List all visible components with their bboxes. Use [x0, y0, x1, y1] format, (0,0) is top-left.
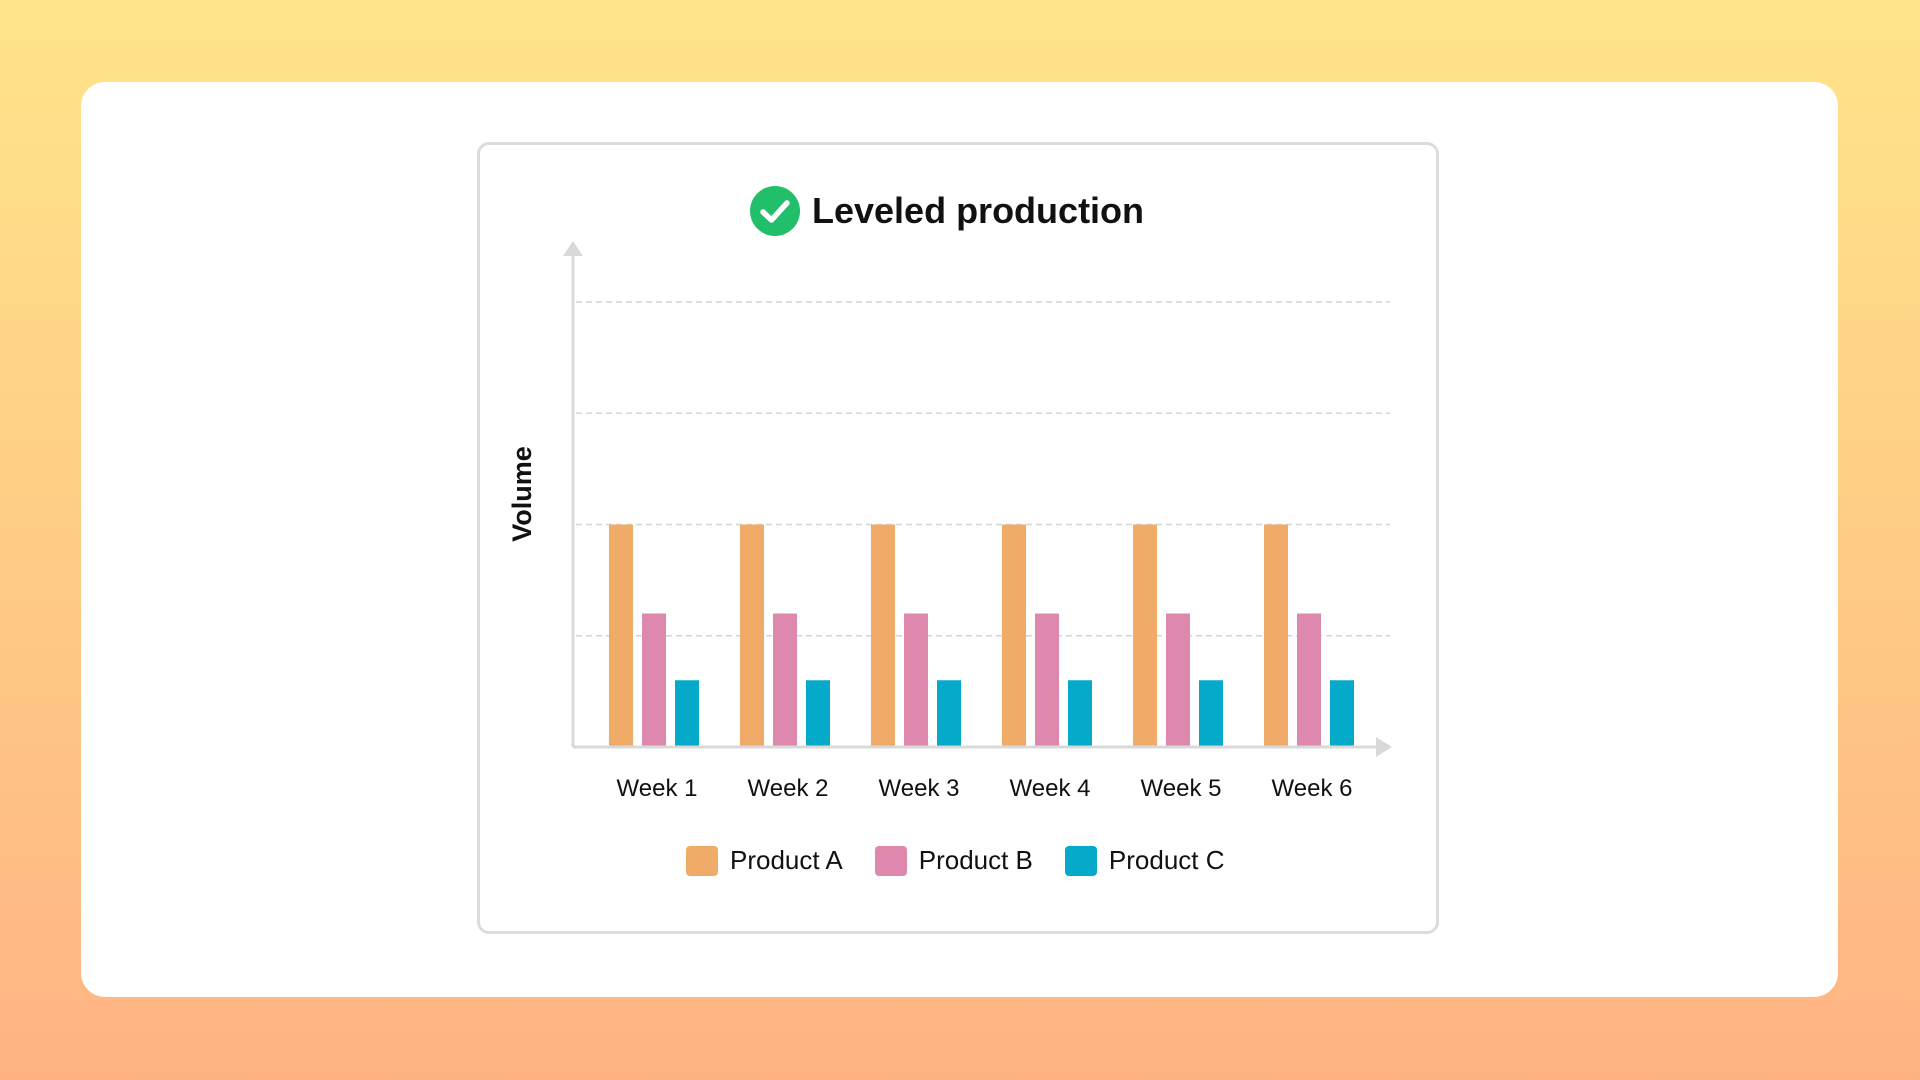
x-tick-label: Week 5: [1141, 775, 1222, 802]
bar-product-c-4: [1068, 680, 1092, 747]
bar-product-c-2: [806, 680, 830, 747]
bar-product-c-5: [1199, 680, 1223, 747]
chart-legend: Product A Product B Product C: [686, 845, 1225, 876]
legend-swatch: [1064, 845, 1097, 876]
legend-label: Product C: [1108, 845, 1225, 875]
legend-item: Product A: [686, 845, 843, 876]
x-tick-label: Week 3: [879, 775, 960, 802]
bar-product-a-1: [609, 524, 633, 747]
legend-swatch: [686, 845, 718, 876]
bar-product-c-3: [937, 680, 961, 747]
legend-item: Product C: [1064, 845, 1225, 876]
bar-product-b-6: [1297, 613, 1321, 747]
bar-product-a-2: [740, 524, 764, 747]
chart-title: Leveled production: [812, 190, 1145, 231]
x-tick-label: Week 4: [1010, 775, 1091, 802]
legend-item: Product B: [874, 845, 1033, 876]
legend-label: Product B: [918, 845, 1033, 875]
bar-product-a-5: [1133, 524, 1157, 747]
bar-product-a-4: [1002, 524, 1026, 747]
bar-product-b-3: [904, 613, 928, 747]
bar-product-c-1: [675, 680, 699, 747]
chart-header: Leveled production: [0, 186, 1900, 236]
legend-swatch: [874, 845, 907, 876]
x-axis-arrow: [1376, 737, 1392, 757]
legend-label: Product A: [730, 845, 843, 875]
y-axis-label: Volume: [507, 446, 537, 542]
bar-product-b-1: [642, 613, 666, 747]
bar-product-b-5: [1166, 613, 1190, 747]
bar-product-b-2: [773, 613, 797, 747]
x-tick-label: Week 2: [748, 775, 829, 802]
y-axis-arrow: [563, 241, 583, 256]
bar-product-a-6: [1264, 524, 1288, 747]
bar-product-b-4: [1035, 613, 1059, 747]
check-circle-icon: [750, 186, 800, 236]
x-tick-label: Week 6: [1272, 775, 1353, 802]
bar-product-a-3: [871, 524, 895, 747]
bar-product-c-6: [1330, 680, 1354, 747]
x-tick-label: Week 1: [617, 775, 698, 802]
